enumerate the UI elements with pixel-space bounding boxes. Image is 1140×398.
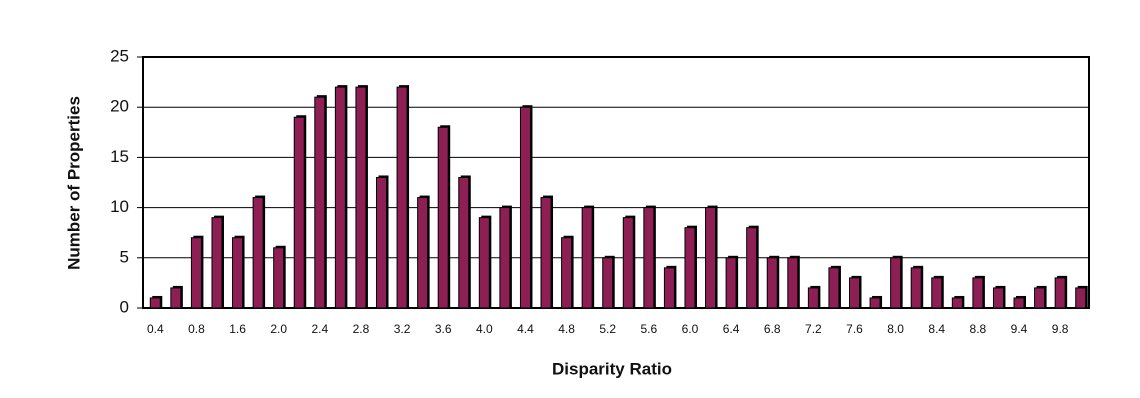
bar [293, 116, 305, 309]
bar [890, 257, 902, 309]
x-tick-label: 5.2 [599, 322, 616, 336]
bar [149, 297, 161, 309]
bar [643, 207, 655, 309]
x-tick-label: 1.6 [229, 322, 246, 336]
y-tick-label: 25 [110, 46, 129, 65]
x-tick-label: 7.2 [805, 322, 822, 336]
bar [828, 267, 840, 309]
bar [807, 287, 819, 309]
plot-frame [142, 56, 1090, 309]
bar [376, 176, 387, 309]
bar [725, 257, 737, 309]
bar [663, 267, 675, 309]
x-tick-label: 4.0 [476, 322, 493, 336]
bar [252, 197, 264, 309]
x-tick-label: 2.8 [353, 322, 370, 336]
x-tick-label: 3.6 [435, 322, 452, 336]
bar [1034, 287, 1046, 309]
x-tick-label: 8.4 [928, 322, 945, 336]
y-tick-label: 0 [120, 297, 129, 316]
bar [314, 96, 326, 309]
x-tick-label: 6.8 [764, 322, 781, 336]
bar [458, 176, 470, 309]
bar [232, 237, 244, 309]
bar [849, 277, 860, 309]
bar [519, 106, 531, 309]
bar [602, 257, 614, 309]
bar [766, 257, 778, 309]
x-tick-label: 6.4 [723, 322, 740, 336]
bar [396, 86, 408, 309]
bar [787, 257, 799, 309]
bar [334, 86, 346, 309]
y-tick-label: 5 [120, 247, 129, 266]
x-tick-label: 0.8 [188, 322, 205, 336]
bar [684, 227, 696, 309]
x-tick-label: 2.0 [270, 322, 287, 336]
bar [972, 277, 984, 309]
y-tick-label: 20 [110, 97, 129, 116]
x-tick-label: 9.4 [1011, 322, 1028, 336]
x-tick-label: 4.4 [517, 322, 534, 336]
bar [1075, 287, 1087, 309]
bar [992, 287, 1004, 309]
x-axis-label: Disparity Ratio [552, 359, 672, 378]
bar [437, 126, 449, 309]
y-tick-label: 15 [110, 147, 129, 166]
x-tick-label: 8.0 [887, 322, 904, 336]
x-tick-label: 8.8 [970, 322, 987, 336]
bar [355, 86, 367, 309]
y-tick-label: 10 [110, 197, 129, 216]
bar [190, 237, 202, 309]
bar [746, 227, 758, 309]
bar [561, 237, 573, 309]
bar [622, 217, 634, 309]
x-tick-label: 3.2 [394, 322, 411, 336]
y-axis-label: Number of Properties [64, 96, 83, 270]
bar [705, 207, 717, 309]
bar [910, 267, 922, 309]
x-tick-label: 5.6 [641, 322, 658, 336]
bar [211, 217, 223, 309]
x-tick-label: 2.4 [311, 322, 328, 336]
bar [1013, 297, 1025, 309]
x-tick-label: 4.8 [558, 322, 575, 336]
bar [417, 197, 429, 309]
bar [581, 207, 593, 309]
bar [499, 207, 511, 309]
x-tick-label: 0.4 [147, 322, 164, 336]
x-tick-label: 9.8 [1052, 322, 1069, 336]
bar [540, 197, 552, 309]
x-tick-label: 6.0 [682, 322, 699, 336]
bar [1054, 277, 1066, 309]
bar [170, 287, 182, 309]
bar [931, 277, 943, 309]
bar [273, 247, 285, 309]
bar [478, 217, 490, 309]
x-tick-label: 7.6 [846, 322, 863, 336]
bar [869, 297, 881, 309]
bar [951, 297, 963, 309]
